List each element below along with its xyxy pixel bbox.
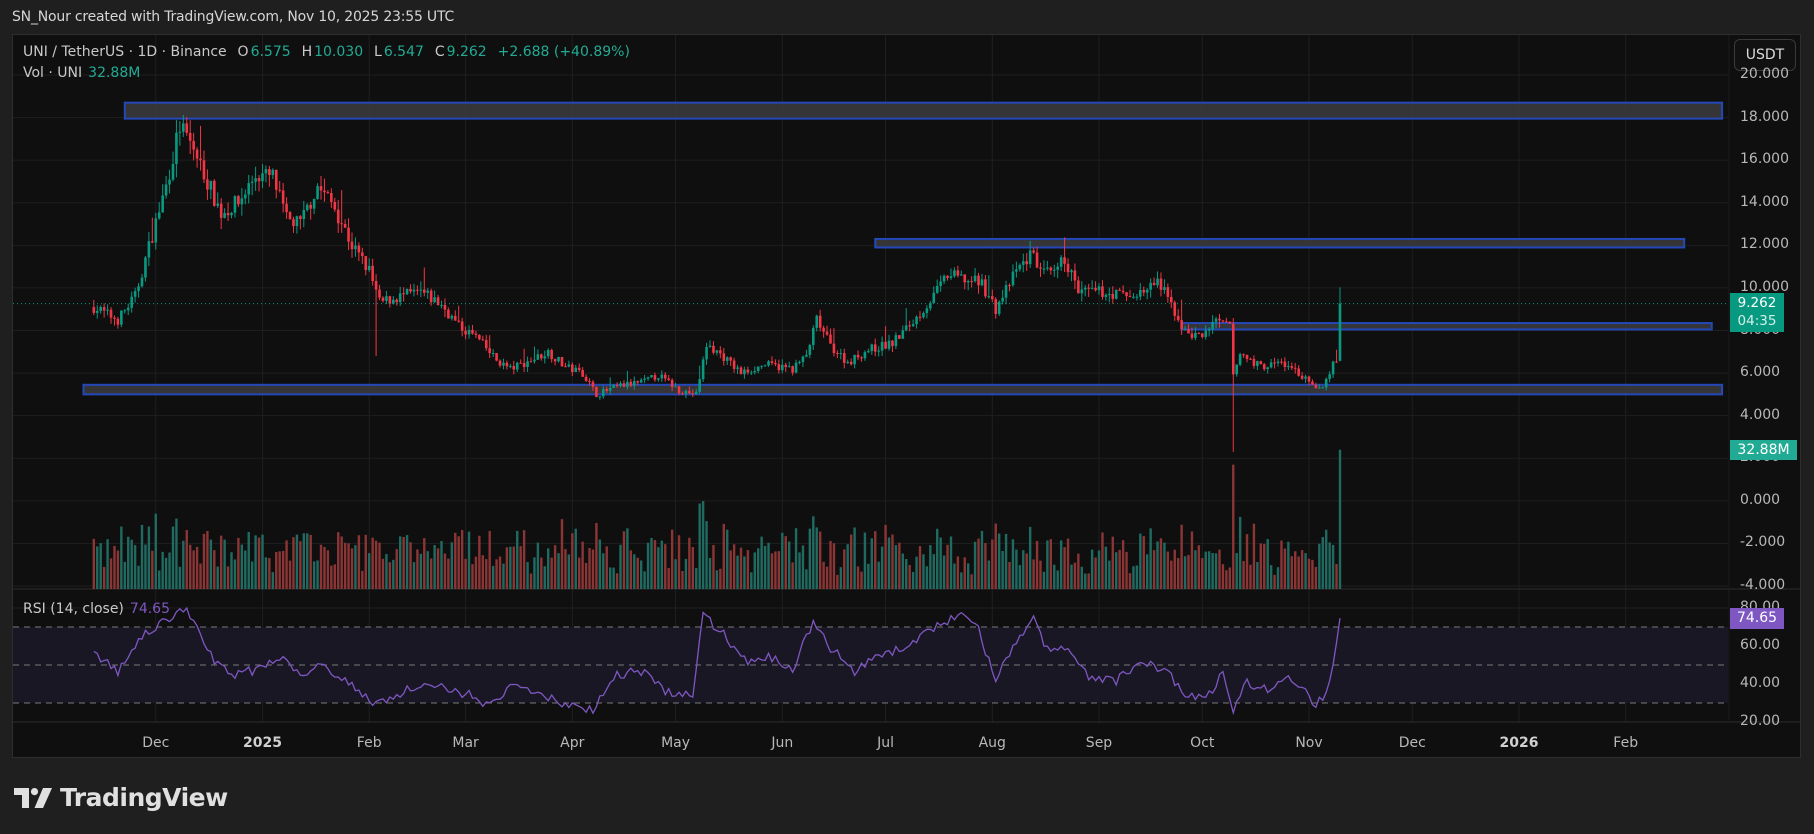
time-axis-label: Jun: [771, 735, 794, 751]
bar-countdown: 04:35: [1737, 313, 1777, 329]
close-value: 9.262: [446, 44, 487, 60]
price-zone[interactable]: [874, 237, 1686, 249]
price-zone[interactable]: [123, 101, 1724, 120]
time-axis-label: Oct: [1190, 735, 1215, 751]
open-value: 6.575: [250, 44, 291, 60]
time-axis-label: Dec: [1398, 735, 1426, 751]
time-axis-label: 2026: [1499, 735, 1539, 751]
symbol-title: UNI / TetherUS · 1D · Binance: [23, 44, 227, 60]
chart-credit: SN_Nour created with TradingView.com, No…: [12, 9, 455, 25]
time-axis-label: Dec: [142, 735, 170, 751]
price-zone[interactable]: [82, 383, 1724, 396]
price-axis-label: 16.000: [1740, 151, 1789, 168]
price-axis-label: 20.000: [1740, 66, 1789, 82]
price-axis-label: 10.000: [1740, 278, 1789, 295]
price-axis-label: 12.000: [1740, 236, 1789, 253]
price-zone[interactable]: [1180, 322, 1713, 331]
time-axis-label: Jul: [877, 735, 895, 751]
price-axis-label: 18.000: [1740, 108, 1789, 125]
rsi-axis-label: 60.00: [1740, 637, 1781, 653]
price-axis-label: -4.000: [1740, 577, 1786, 593]
rsi-tag: 74.65: [1730, 608, 1784, 629]
price-axis-label: 14.000: [1740, 193, 1789, 210]
time-axis-label: Mar: [452, 735, 479, 751]
high-value: 10.030: [314, 44, 364, 60]
time-axis-label: 2025: [243, 735, 282, 751]
rsi-value: 74.65: [129, 601, 170, 617]
time-axis-label: Sep: [1085, 735, 1113, 751]
volume-tag: 32.88M: [1730, 440, 1797, 460]
time-axis-label: Apr: [560, 735, 585, 751]
price-axis-label: -2.000: [1740, 534, 1786, 551]
tradingview-logo-icon: [14, 787, 52, 808]
rsi-axis-label: 40.00: [1740, 675, 1781, 691]
change-value: +2.688 (+40.89%): [497, 44, 630, 60]
price-axis-label: 0.000: [1740, 491, 1781, 508]
time-axis-label: Nov: [1295, 735, 1323, 751]
time-axis-label: Feb: [1613, 735, 1639, 751]
symbol-legend: UNI / TetherUS · 1D · Binance O 6.575 H 10…: [23, 44, 630, 60]
rsi-legend: RSI (14, close) 74.65: [23, 601, 170, 617]
low-value: 6.547: [383, 44, 424, 60]
rsi-axis-label: 20.00: [1740, 713, 1781, 729]
last-price-tag: 9.262 04:35: [1730, 293, 1784, 332]
time-axis-label: May: [661, 735, 691, 751]
currency-button[interactable]: USDT: [1734, 39, 1796, 71]
time-axis-label: Feb: [356, 735, 382, 751]
price-axis-label: 4.000: [1740, 406, 1781, 423]
price-axis-label: 6.000: [1740, 364, 1781, 381]
volume-value: 32.88M: [88, 65, 141, 81]
time-axis-label: Aug: [978, 735, 1006, 751]
volume-legend: Vol · UNI 32.88M: [23, 65, 141, 81]
tradingview-logo[interactable]: TradingView: [14, 783, 228, 812]
